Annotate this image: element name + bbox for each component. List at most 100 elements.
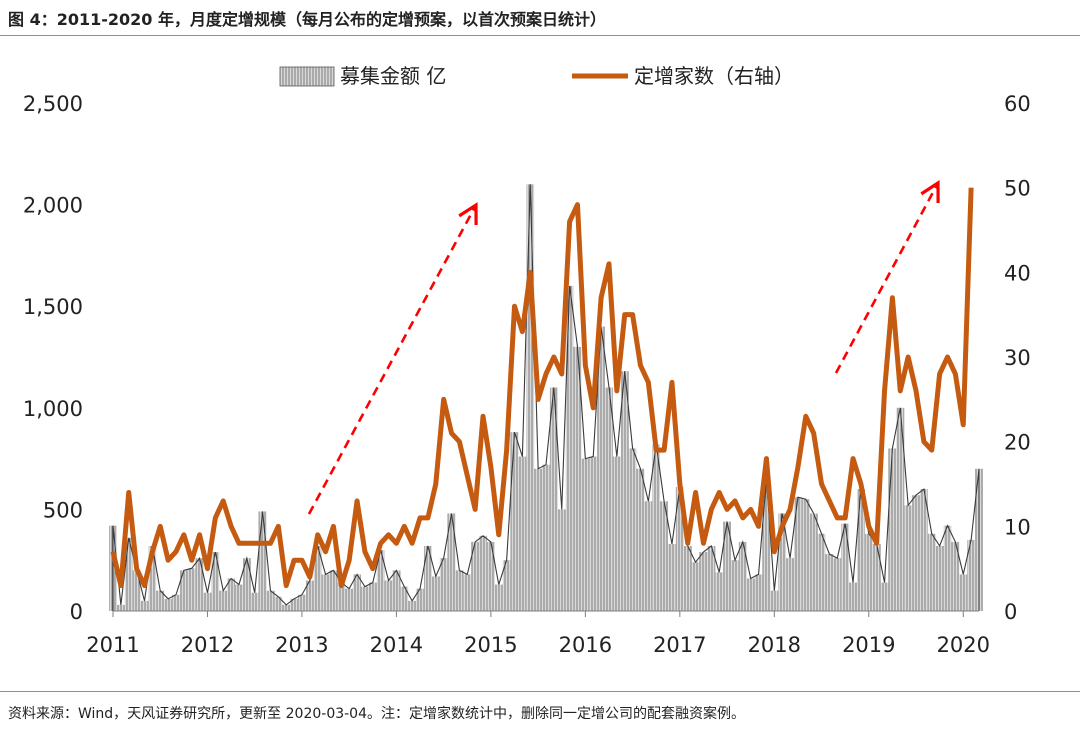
y-left-tick-label: 2,500: [23, 92, 83, 116]
bar: [542, 464, 550, 611]
bar: [675, 487, 684, 611]
source-note: 资料来源：Wind，天风证券研究所，更新至 2020-03-04。注：定增家数统…: [8, 706, 745, 722]
bar: [754, 574, 763, 611]
y-right-tick-label: 20: [1004, 431, 1031, 455]
bar: [124, 537, 133, 611]
bar: [132, 570, 141, 611]
bar: [447, 513, 456, 611]
x-tick-label: 2012: [181, 633, 234, 657]
bar: [219, 590, 228, 611]
bar: [242, 558, 251, 611]
y-left-tick-label: 2,000: [23, 194, 83, 218]
x-tick-label: 2017: [653, 633, 706, 657]
trend-arrow: [834, 182, 940, 374]
bar: [116, 604, 125, 611]
bar: [951, 541, 960, 611]
bar: [880, 582, 889, 611]
bar: [967, 539, 976, 611]
trend-arrow: [307, 204, 478, 515]
bar: [927, 533, 936, 611]
footer-rule: [0, 691, 1080, 692]
bar: [227, 578, 236, 611]
x-tick-label: 2019: [842, 633, 895, 657]
bar: [620, 371, 629, 611]
x-tick-label: 2013: [275, 633, 328, 657]
legend: 募集金额 亿 定增家数（右轴）: [279, 64, 794, 88]
bar: [935, 545, 944, 611]
bar: [565, 285, 574, 611]
x-tick-label: 2020: [937, 633, 990, 657]
bar: [305, 580, 314, 611]
bar: [841, 523, 850, 611]
bar: [423, 545, 432, 611]
y-right-tick-label: 30: [1004, 346, 1031, 370]
bar: [235, 584, 243, 611]
bar: [549, 387, 558, 611]
bar: [612, 456, 621, 611]
bar: [494, 584, 503, 611]
bar: [148, 545, 157, 611]
bar: [140, 600, 149, 611]
figure-title: 图 4：2011-2020 年，月度定增规模（每月公布的定增预案，以首次预案日统…: [8, 10, 606, 29]
axes: 0 500 1,000 1,500 2,000 2,500 0 10 20 30 40 50 60 201…: [23, 92, 1031, 657]
y-right-tick-label: 0: [1004, 600, 1017, 624]
bar: [825, 554, 834, 611]
bar: [636, 468, 645, 611]
bar: [746, 578, 755, 611]
bar: [164, 598, 173, 611]
bar: [258, 511, 267, 611]
legend-bar-label: 募集金额 亿: [340, 64, 446, 88]
x-tick-label: 2018: [748, 633, 801, 657]
y-left-tick-label: 1,500: [23, 295, 83, 319]
bar: [715, 572, 724, 611]
bar: [801, 499, 810, 611]
bar-series: [109, 184, 983, 611]
bar: [573, 346, 582, 611]
y-right-tick-label: 10: [1004, 515, 1031, 539]
bar: [589, 456, 598, 611]
bar: [644, 501, 653, 611]
legend-bar-swatch: [279, 66, 335, 87]
bar: [809, 513, 818, 611]
y-left-tick-label: 1,000: [23, 397, 83, 421]
bar: [597, 326, 606, 611]
bar: [707, 545, 716, 611]
bar: [463, 574, 472, 611]
bar: [605, 387, 613, 611]
bar: [778, 513, 787, 611]
bar: [731, 560, 739, 611]
bar: [479, 535, 487, 611]
bar: [833, 558, 842, 611]
bar: [439, 558, 448, 611]
title-rule: [0, 35, 1080, 36]
legend-line-label: 定增家数（右轴）: [634, 64, 794, 88]
trend-arrow-head: [920, 180, 940, 204]
line-series-path: [110, 187, 974, 589]
bar: [203, 592, 212, 611]
bar: [502, 560, 511, 611]
bar: [211, 552, 220, 611]
bar: [793, 497, 802, 611]
bar-series-outline: [112, 184, 980, 611]
bar: [360, 586, 369, 611]
line-series: [110, 187, 974, 589]
y-left-tick-label: 500: [43, 498, 83, 522]
x-tick-label: 2011: [86, 633, 139, 657]
bar: [864, 533, 873, 611]
bar: [738, 541, 747, 611]
bar: [534, 468, 543, 611]
bar: [313, 545, 322, 611]
bar: [668, 543, 676, 611]
bar: [581, 458, 590, 611]
x-tick-label: 2014: [370, 633, 423, 657]
bar: [723, 521, 732, 611]
bar: [518, 456, 527, 611]
bar: [408, 600, 417, 611]
bar: [699, 552, 708, 611]
bar: [195, 558, 204, 611]
bar: [471, 541, 480, 611]
bar: [345, 588, 354, 611]
y-left-tick-label: 0: [70, 600, 83, 624]
bar: [856, 489, 865, 611]
bar: [353, 574, 361, 611]
